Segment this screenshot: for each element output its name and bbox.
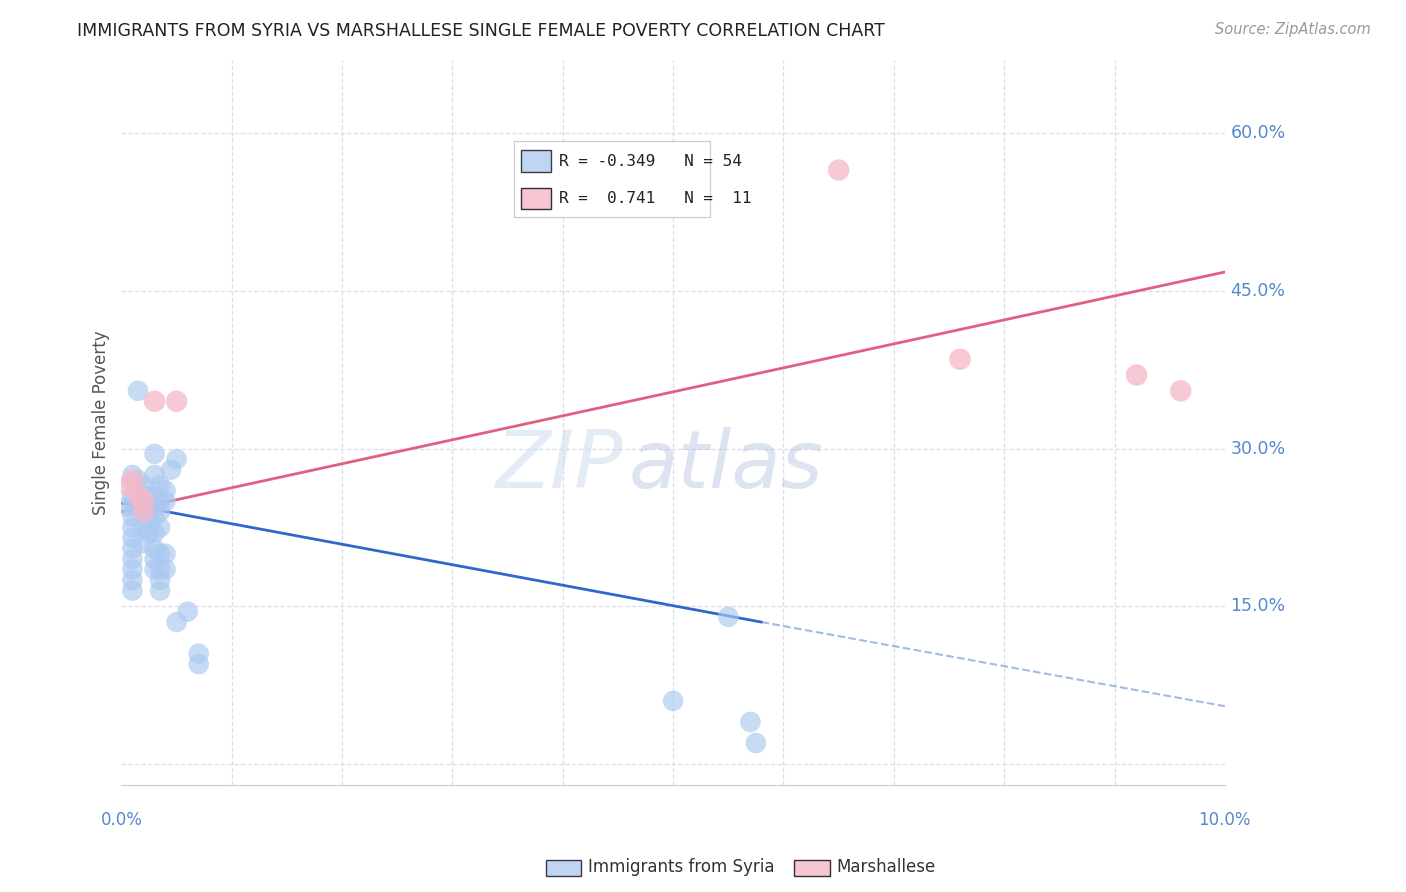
Point <box>143 500 166 514</box>
Point <box>121 473 143 487</box>
Point <box>1170 384 1192 398</box>
Point <box>121 467 143 482</box>
Y-axis label: Single Female Poverty: Single Female Poverty <box>93 330 110 515</box>
Point <box>132 536 155 550</box>
Point <box>166 615 188 629</box>
Text: atlas: atlas <box>628 427 824 505</box>
Point <box>132 505 155 519</box>
Point <box>127 473 149 487</box>
Text: 10.0%: 10.0% <box>1198 812 1251 830</box>
Point <box>127 489 149 503</box>
Point <box>143 394 166 409</box>
Point <box>143 541 166 556</box>
Text: Immigrants from Syria: Immigrants from Syria <box>588 858 775 876</box>
Point <box>949 352 972 367</box>
Point <box>132 505 155 519</box>
Point <box>155 494 177 508</box>
Point <box>132 494 155 508</box>
Point <box>121 552 143 566</box>
Point <box>740 714 762 729</box>
Point <box>166 394 188 409</box>
Point <box>149 583 172 598</box>
Point <box>155 562 177 576</box>
Point <box>121 531 143 545</box>
Point <box>143 489 166 503</box>
Point <box>827 163 849 178</box>
Point <box>121 510 143 524</box>
Point <box>187 647 209 661</box>
Point <box>149 562 172 576</box>
Point <box>138 515 160 529</box>
Point <box>149 520 172 534</box>
Point <box>127 384 149 398</box>
Point <box>149 478 172 492</box>
Point <box>745 736 768 750</box>
Text: R =  0.741   N =  11: R = 0.741 N = 11 <box>558 191 751 206</box>
Point <box>132 494 155 508</box>
Point <box>138 525 160 540</box>
Point <box>115 478 138 492</box>
Text: 45.0%: 45.0% <box>1230 282 1285 300</box>
Point <box>149 573 172 587</box>
Point <box>121 541 143 556</box>
Point <box>160 463 183 477</box>
Point <box>155 547 177 561</box>
Point <box>143 510 166 524</box>
Point <box>166 452 188 467</box>
Point <box>121 562 143 576</box>
Text: IMMIGRANTS FROM SYRIA VS MARSHALLESE SINGLE FEMALE POVERTY CORRELATION CHART: IMMIGRANTS FROM SYRIA VS MARSHALLESE SIN… <box>77 22 886 40</box>
FancyBboxPatch shape <box>522 188 551 210</box>
Point <box>115 500 138 514</box>
Point <box>149 505 172 519</box>
Text: 60.0%: 60.0% <box>1230 124 1285 142</box>
Point <box>187 657 209 672</box>
Point <box>143 552 166 566</box>
FancyBboxPatch shape <box>522 151 551 171</box>
Text: Marshallese: Marshallese <box>837 858 936 876</box>
Point <box>121 520 143 534</box>
Point <box>143 467 166 482</box>
Text: 30.0%: 30.0% <box>1230 440 1285 458</box>
Point <box>132 478 155 492</box>
Text: Source: ZipAtlas.com: Source: ZipAtlas.com <box>1215 22 1371 37</box>
Point <box>121 489 143 503</box>
Text: 0.0%: 0.0% <box>100 812 142 830</box>
Point <box>121 500 143 514</box>
Point <box>143 525 166 540</box>
Point <box>149 547 172 561</box>
Point <box>1125 368 1147 382</box>
Text: R = -0.349   N = 54: R = -0.349 N = 54 <box>558 153 741 169</box>
Point <box>662 694 685 708</box>
Point <box>149 494 172 508</box>
Point <box>143 562 166 576</box>
Point <box>143 447 166 461</box>
Text: ZIP: ZIP <box>496 427 623 505</box>
Point <box>176 605 198 619</box>
Point <box>138 505 160 519</box>
Point <box>717 610 740 624</box>
Point <box>121 573 143 587</box>
Point <box>155 483 177 498</box>
Point <box>121 583 143 598</box>
Point <box>132 520 155 534</box>
Text: 15.0%: 15.0% <box>1230 598 1285 615</box>
Point <box>138 489 160 503</box>
